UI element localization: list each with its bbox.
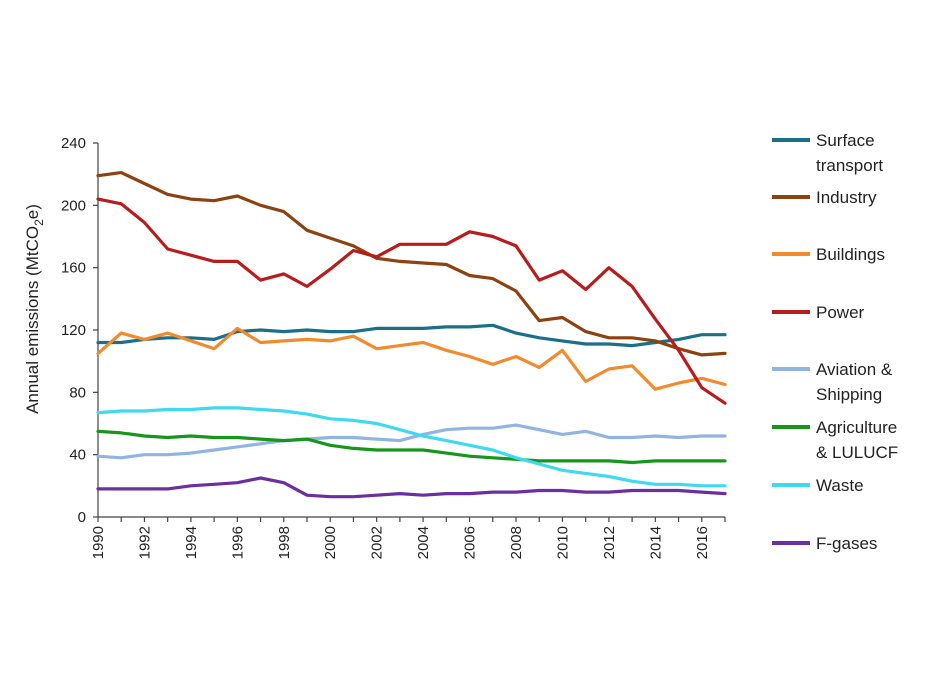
legend-item-surface-transport: Surface transport — [772, 131, 883, 175]
legend-item-agriculture-lulucf: Agriculture & LULUCF — [772, 418, 898, 462]
x-tick-label: 1990 — [90, 526, 107, 559]
y-tick-label: 120 — [61, 322, 86, 339]
x-tick-label: 2010 — [554, 526, 571, 559]
y-tick-label: 240 — [61, 135, 86, 152]
legend-item-industry: Industry — [772, 188, 877, 207]
y-tick-label: 80 — [69, 384, 86, 401]
legend-label: Shipping — [816, 385, 882, 404]
legend-label: Surface — [816, 131, 875, 150]
legend-item-power: Power — [772, 303, 865, 322]
legend-item-aviation-shipping: Aviation & Shipping — [772, 360, 893, 404]
x-tick-label: 2014 — [647, 526, 664, 559]
x-tick-label: 1996 — [229, 526, 246, 559]
legend-label: Power — [816, 303, 865, 322]
series-line-waste — [96, 406, 727, 488]
y-axis-title-end: e) — [23, 204, 42, 219]
series-line-agriculture-lulucf — [96, 429, 727, 465]
legend-label: Waste — [816, 476, 864, 495]
y-axis: 0 40 80 120 160 200 240 — [61, 135, 99, 526]
x-tick-label: 1998 — [276, 526, 293, 559]
legend-item-waste: Waste — [772, 476, 864, 495]
legend-label: & LULUCF — [816, 443, 898, 462]
y-tick-label: 160 — [61, 260, 86, 277]
series-line-f-gases — [96, 476, 727, 499]
x-tick-label: 1992 — [136, 526, 153, 559]
legend: Surface transport Industry Buildings Power Av… — [772, 131, 898, 553]
legend-item-buildings: Buildings — [772, 245, 885, 264]
x-tick-label: 2016 — [694, 526, 711, 559]
y-tick-label: 0 — [78, 509, 86, 526]
svg-text:Annual emissions (MtCO2e): Annual emissions (MtCO2e) — [23, 204, 46, 414]
x-tick-label: 2000 — [322, 526, 339, 559]
legend-label: F-gases — [816, 534, 877, 553]
y-tick-label: 200 — [61, 197, 86, 214]
y-axis-title-main: Annual emissions (MtCO — [23, 226, 42, 414]
x-tick-label: 1994 — [183, 526, 200, 559]
y-tick-label: 40 — [69, 447, 86, 464]
y-axis-title-subscript: 2 — [32, 219, 46, 226]
legend-label: Industry — [816, 188, 877, 207]
legend-label: Buildings — [816, 245, 885, 264]
x-axis: 1990 1992 1994 1996 1998 2000 2002 2004 2006 2008… — [90, 516, 726, 559]
x-tick-label: 2006 — [462, 526, 479, 559]
x-tick-label: 2012 — [601, 526, 618, 559]
series-lines — [96, 171, 727, 499]
legend-label: Agriculture — [816, 418, 897, 437]
series-line-surface-transport — [96, 323, 727, 348]
series-line-buildings — [96, 326, 727, 391]
series-line-aviation-shipping — [96, 423, 727, 460]
y-axis-title: Annual emissions (MtCO2e) — [23, 204, 46, 414]
series-line-power — [96, 197, 727, 405]
legend-item-f-gases: F-gases — [772, 534, 877, 553]
x-tick-label: 2004 — [415, 526, 432, 559]
x-tick-label: 2002 — [369, 526, 386, 559]
legend-label: transport — [816, 156, 883, 175]
x-tick-label: 2008 — [508, 526, 525, 559]
legend-label: Aviation & — [816, 360, 893, 379]
series-line-industry — [96, 171, 727, 357]
